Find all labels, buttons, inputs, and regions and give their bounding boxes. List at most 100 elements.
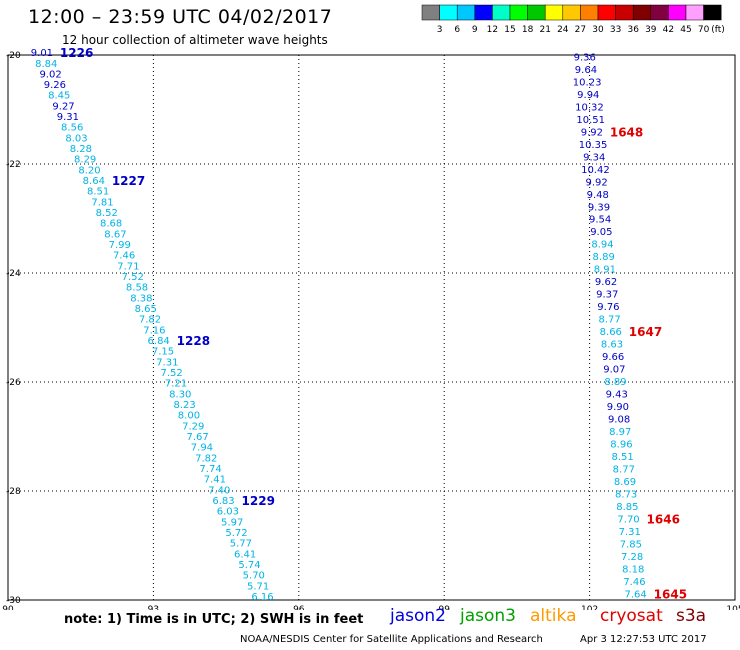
- y-tick-label: -28: [6, 487, 21, 497]
- credit-line: NOAA/NESDIS Center for Satellite Applica…: [240, 634, 543, 645]
- chart-title: 12:00 – 23:59 UTC 04/02/2017: [28, 6, 333, 28]
- wave-height-value: 7.16: [143, 325, 165, 336]
- wave-height-value: 10.51: [576, 115, 605, 126]
- wave-height-value: 7.31: [156, 357, 178, 368]
- wave-height-value: 9.01: [31, 48, 53, 59]
- wave-height-value: 7.52: [161, 368, 183, 379]
- legend-entry-cryosat: cryosat: [600, 606, 663, 626]
- wave-height-value: 8.51: [87, 187, 109, 198]
- color-scale-label: 3: [437, 25, 443, 35]
- wave-height-value: 6.41: [234, 549, 256, 560]
- x-tick-label: 96: [293, 605, 305, 610]
- wave-height-value: 8.03: [65, 133, 87, 144]
- color-scale-label: 45: [680, 25, 691, 35]
- wave-height-value: 9.31: [57, 112, 79, 123]
- wave-height-value: 8.94: [591, 240, 613, 251]
- color-scale-label: 21: [539, 25, 550, 35]
- wave-height-value: 8.96: [610, 439, 632, 450]
- y-tick-label: -20: [6, 51, 21, 61]
- y-tick-label: -26: [6, 378, 21, 388]
- x-tick-label: 90: [2, 605, 14, 610]
- wave-height-value: 8.45: [48, 91, 70, 102]
- y-tick-label: -22: [6, 160, 21, 170]
- wave-height-value: 9.62: [595, 277, 617, 288]
- wave-height-value: 8.52: [96, 208, 118, 219]
- pass-time-label: 1228: [177, 334, 210, 348]
- color-scale-label: 6: [454, 25, 460, 35]
- wave-height-value: 10.42: [581, 165, 610, 176]
- wave-height-value: 8.63: [601, 340, 623, 351]
- wave-height-value: 5.71: [247, 581, 269, 592]
- wave-height-value: 7.28: [621, 552, 643, 563]
- wave-height-value: 9.08: [608, 414, 630, 425]
- wave-height-value: 8.67: [104, 229, 126, 240]
- color-scale-label: 27: [575, 25, 586, 35]
- wave-height-value: 5.74: [238, 560, 260, 571]
- wave-height-value: 9.92: [585, 177, 607, 188]
- wave-height-value: 8.66: [600, 327, 622, 338]
- wave-height-value: 6.03: [217, 507, 239, 518]
- wave-height-value: 8.97: [609, 427, 631, 438]
- wave-height-value: 7.40: [208, 485, 230, 496]
- wave-height-value: 9.07: [603, 365, 625, 376]
- grid-lines: [8, 55, 735, 600]
- footnote: note: 1) Time is in UTC; 2) SWH is in fe…: [64, 612, 364, 627]
- color-scale-label: 42: [663, 25, 674, 35]
- wave-height-value: 7.71: [117, 261, 139, 272]
- wave-height-value: 8.56: [61, 123, 83, 134]
- legend-entry-jason3: jason3: [460, 606, 516, 626]
- color-scale-bar: 3 6 9 12 15 18 21 24 27 30 33 36 39 42 45 70 (ft): [421, 4, 725, 35]
- wave-height-value: 9.27: [52, 101, 74, 112]
- pass-time-label: 1226: [60, 46, 93, 60]
- wave-height-value: 9.26: [44, 80, 66, 91]
- wave-height-value: 7.74: [199, 464, 221, 475]
- color-scale-label: 70: [698, 25, 710, 35]
- wave-height-value: 9.54: [589, 215, 611, 226]
- x-tick-label: 102: [581, 605, 598, 610]
- wave-height-value: 9.66: [602, 352, 624, 363]
- color-scale-label: 30: [592, 25, 604, 35]
- plot-frame: [7, 54, 736, 601]
- wave-height-value: 9.37: [596, 290, 618, 301]
- pass-time-label: 1229: [242, 494, 275, 508]
- wave-height-value: 7.82: [139, 315, 161, 326]
- satellite-legend: jason2 jason3 altika cryosat s3a: [0, 606, 740, 630]
- wave-height-value: 6.84: [148, 336, 170, 347]
- wave-height-value: 7.81: [91, 197, 113, 208]
- legend-entry-s3a: s3a: [676, 606, 707, 626]
- x-tick-label: 93: [148, 605, 159, 610]
- wave-height-value: 9.36: [574, 52, 596, 63]
- wave-height-value: 8.18: [622, 564, 644, 575]
- wave-height-value: 7.46: [623, 577, 645, 588]
- wave-height-value: 10.23: [573, 77, 602, 88]
- wave-height-value: 9.76: [597, 302, 619, 313]
- legend-entry-jason2: jason2: [390, 606, 446, 626]
- wave-height-value: 6.83: [212, 496, 234, 507]
- wave-height-value: 8.30: [169, 389, 191, 400]
- wave-height-value: 7.99: [109, 240, 131, 251]
- wave-height-value: 7.94: [191, 443, 213, 454]
- wave-height-value: 7.41: [204, 475, 226, 486]
- pass-time-label: 1227: [112, 174, 145, 188]
- wave-height-value: 7.67: [186, 432, 208, 443]
- wave-height-value: 7.82: [195, 453, 217, 464]
- wave-height-value: 9.92: [581, 127, 603, 138]
- color-scale-label: 12: [487, 25, 498, 35]
- wave-height-value: 7.46: [113, 251, 135, 262]
- wave-height-value: 8.65: [135, 304, 157, 315]
- wave-height-value: 8.77: [598, 315, 620, 326]
- wave-height-value: 7.64: [625, 589, 647, 600]
- wave-height-value: 7.85: [620, 539, 642, 550]
- chart-subtitle: 12 hour collection of altimeter wave hei…: [62, 33, 328, 47]
- wave-height-value: 9.43: [606, 390, 628, 401]
- wave-height-value: 9.39: [588, 202, 610, 213]
- altimeter-plot: 90939699102105-20-22-24-26-28-30 9.018.8…: [2, 46, 740, 610]
- wave-height-value: 9.48: [587, 190, 609, 201]
- wave-height-value: 8.77: [613, 464, 635, 475]
- wave-height-value: 9.02: [39, 69, 61, 80]
- wave-height-value: 8.23: [173, 400, 195, 411]
- wave-height-value: 8.00: [178, 411, 200, 422]
- wave-height-value: 6.16: [251, 592, 273, 603]
- wave-height-value: 8.84: [35, 59, 57, 70]
- wave-height-value: 7.21: [165, 379, 187, 390]
